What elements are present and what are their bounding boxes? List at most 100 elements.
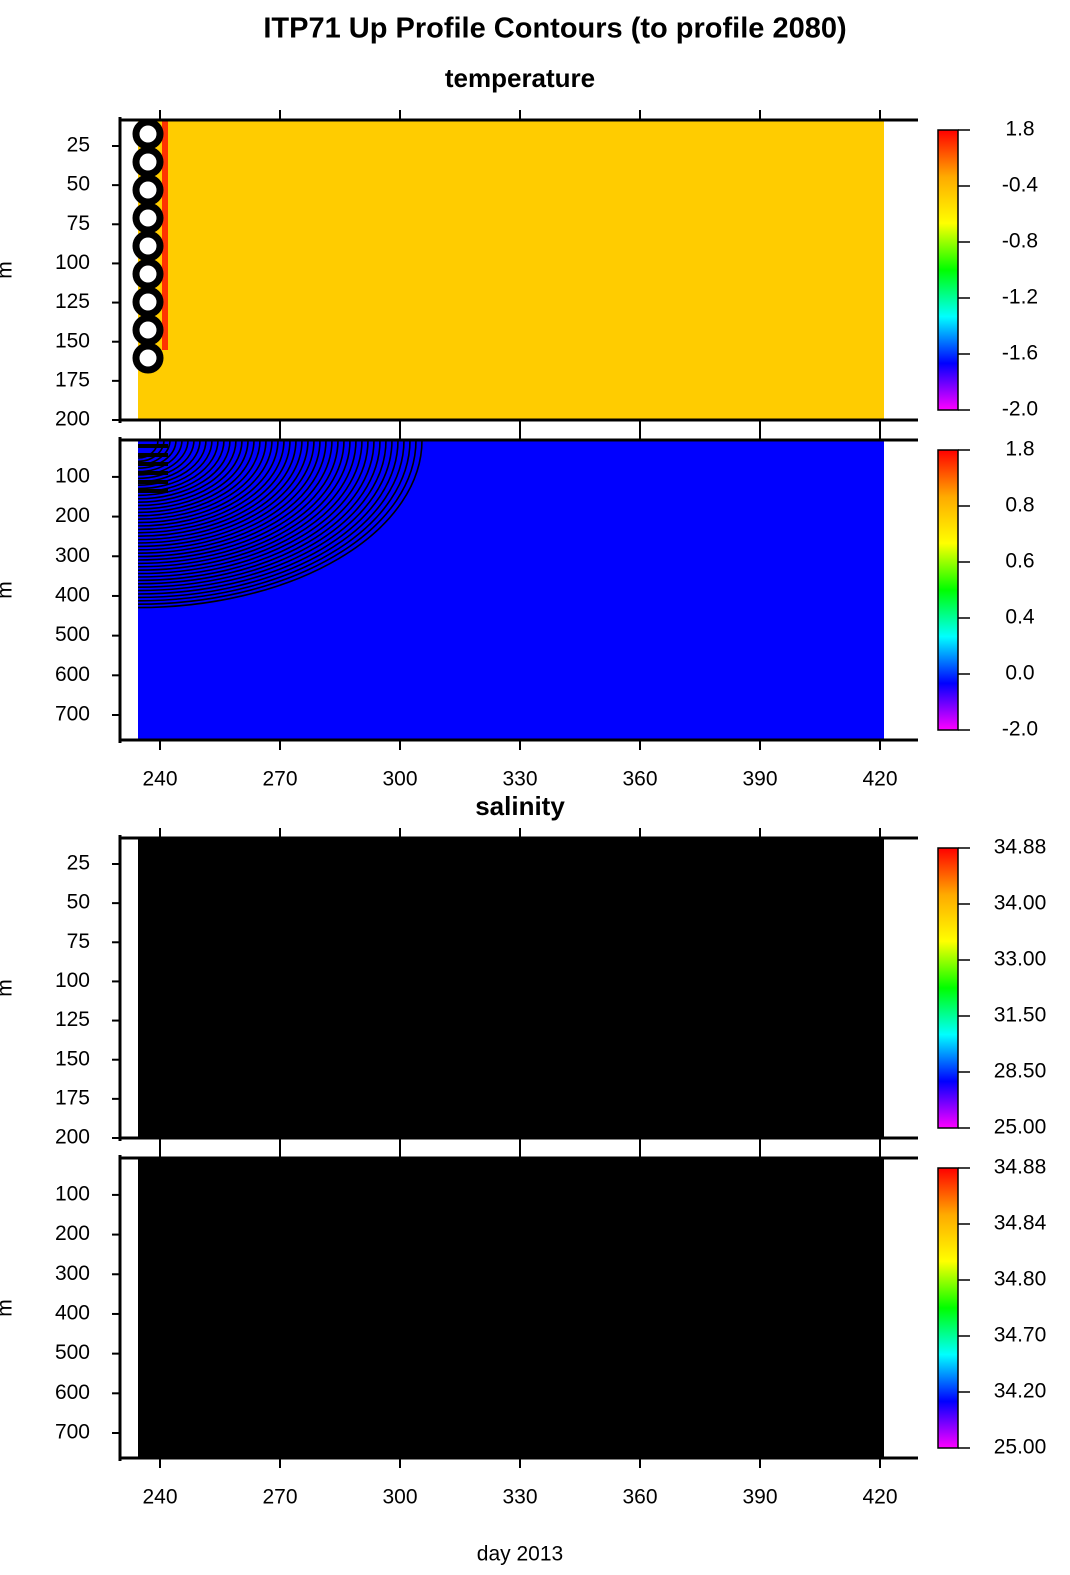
y-tick-label: 600 bbox=[55, 663, 90, 686]
x-tick-label: 420 bbox=[862, 768, 897, 791]
contour-line bbox=[138, 453, 168, 457]
contour-line bbox=[132, 314, 164, 346]
contour-edge bbox=[162, 120, 168, 350]
colorbar-label: 34.70 bbox=[994, 1324, 1047, 1347]
x-tick-label: 300 bbox=[382, 1486, 417, 1509]
colorbar-label: 31.50 bbox=[994, 1004, 1047, 1027]
colorbar-label: 1.8 bbox=[1005, 438, 1034, 461]
colorbar-label: 33.00 bbox=[994, 948, 1047, 971]
y-tick-label: 100 bbox=[55, 1182, 90, 1205]
x-tick-label: 330 bbox=[502, 1486, 537, 1509]
x-axis-label: day 2013 bbox=[477, 1543, 563, 1566]
colorbar-label: 1.8 bbox=[1005, 118, 1034, 141]
colorbar-label: 34.20 bbox=[994, 1380, 1047, 1403]
colorbar-label: 34.00 bbox=[994, 892, 1047, 915]
contour-line bbox=[137, 439, 363, 575]
contour-line bbox=[137, 439, 321, 551]
contour-line bbox=[137, 439, 231, 500]
contour-line bbox=[137, 439, 417, 605]
contour-line bbox=[137, 439, 399, 595]
y-tick-label: 50 bbox=[67, 173, 90, 196]
contour-line bbox=[137, 439, 327, 554]
contour-line bbox=[137, 439, 213, 490]
y-tick-label: 300 bbox=[55, 544, 90, 567]
contour-line bbox=[137, 439, 339, 561]
colorbar-label: 34.88 bbox=[994, 1156, 1047, 1179]
y-tick-label: 400 bbox=[55, 583, 90, 606]
contour-line bbox=[137, 439, 249, 510]
contour-line bbox=[137, 439, 291, 534]
colorbar-label: 0.6 bbox=[1005, 550, 1034, 573]
contour-line bbox=[137, 439, 393, 592]
contour-line bbox=[137, 439, 369, 578]
contour-line bbox=[138, 480, 168, 484]
contour-line bbox=[132, 230, 164, 262]
y-tick-label: 100 bbox=[55, 251, 90, 274]
colorbar-label: -0.4 bbox=[1002, 174, 1039, 197]
contour-line bbox=[137, 439, 255, 514]
x-tick-label: 300 bbox=[382, 768, 417, 791]
y-tick-label: 300 bbox=[55, 1262, 90, 1285]
colorbar-label: -2.0 bbox=[1002, 718, 1038, 741]
colorbar bbox=[937, 449, 959, 731]
y-tick-label: 125 bbox=[55, 1008, 90, 1031]
contour-line bbox=[137, 439, 351, 568]
x-tick-label: 420 bbox=[862, 1486, 897, 1509]
x-tick-label: 270 bbox=[262, 1486, 297, 1509]
y-tick-label: 125 bbox=[55, 290, 90, 313]
contour-fill bbox=[138, 120, 884, 420]
contour-line bbox=[137, 439, 279, 527]
contour-line bbox=[132, 202, 164, 234]
contour-line bbox=[132, 286, 164, 318]
contour-line bbox=[132, 342, 164, 374]
colorbar-label: 25.00 bbox=[994, 1116, 1047, 1139]
y-tick-label: 200 bbox=[55, 504, 90, 527]
contour-line bbox=[137, 439, 315, 548]
x-tick-label: 390 bbox=[742, 768, 777, 791]
contour-line bbox=[137, 439, 273, 524]
contour-line bbox=[137, 439, 333, 558]
y-tick-label: 75 bbox=[67, 930, 90, 953]
y-tick-label: 150 bbox=[55, 329, 90, 352]
contour-line bbox=[137, 439, 237, 503]
y-tick-label: 100 bbox=[55, 969, 90, 992]
colorbar bbox=[937, 1167, 959, 1449]
contour-line bbox=[137, 439, 345, 565]
contour-line bbox=[137, 439, 405, 599]
y-tick-label: 100 bbox=[55, 464, 90, 487]
y-axis-label: m bbox=[0, 979, 17, 997]
contour-line bbox=[137, 439, 207, 486]
contour-line bbox=[137, 439, 243, 507]
contour-line bbox=[137, 439, 177, 469]
y-tick-label: 200 bbox=[55, 1222, 90, 1245]
contour-line bbox=[138, 444, 168, 448]
colorbar-label: 28.50 bbox=[994, 1060, 1047, 1083]
colorbar bbox=[937, 847, 959, 1129]
y-axis-label: m bbox=[0, 261, 17, 279]
contour-line bbox=[137, 439, 387, 588]
contour-line bbox=[137, 439, 159, 459]
x-tick-label: 240 bbox=[142, 1486, 177, 1509]
y-tick-label: 25 bbox=[67, 852, 90, 875]
y-tick-label: 200 bbox=[55, 408, 90, 431]
colorbar-label: 34.84 bbox=[994, 1212, 1047, 1235]
contour-line bbox=[137, 439, 195, 480]
colorbar-label: -2.0 bbox=[1002, 398, 1038, 421]
contour-line bbox=[137, 439, 357, 571]
colorbar-label: 25.00 bbox=[994, 1436, 1047, 1459]
contour-fill bbox=[138, 1158, 884, 1458]
x-tick-label: 390 bbox=[742, 1486, 777, 1509]
colorbar bbox=[937, 129, 959, 411]
y-tick-label: 200 bbox=[55, 1126, 90, 1149]
contour-line bbox=[132, 258, 164, 290]
contour-line bbox=[137, 439, 297, 537]
colorbar-label: 0.8 bbox=[1005, 494, 1034, 517]
contour-line bbox=[137, 439, 261, 517]
x-tick-label: 270 bbox=[262, 768, 297, 791]
contour-line bbox=[132, 146, 164, 178]
y-tick-label: 700 bbox=[55, 1421, 90, 1444]
x-tick-label: 360 bbox=[622, 768, 657, 791]
y-tick-label: 500 bbox=[55, 623, 90, 646]
contour-line bbox=[137, 439, 375, 582]
